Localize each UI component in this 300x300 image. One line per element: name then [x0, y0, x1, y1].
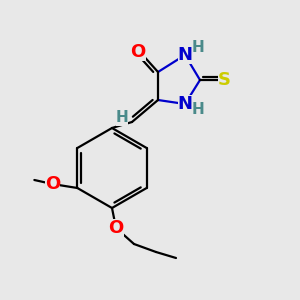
Text: O: O	[130, 43, 146, 61]
Text: H: H	[192, 40, 204, 55]
Text: N: N	[178, 95, 193, 113]
Text: H: H	[192, 103, 204, 118]
Text: N: N	[178, 46, 193, 64]
Text: H: H	[116, 110, 128, 125]
Text: S: S	[218, 71, 230, 89]
Text: O: O	[45, 175, 60, 193]
Text: O: O	[108, 219, 124, 237]
